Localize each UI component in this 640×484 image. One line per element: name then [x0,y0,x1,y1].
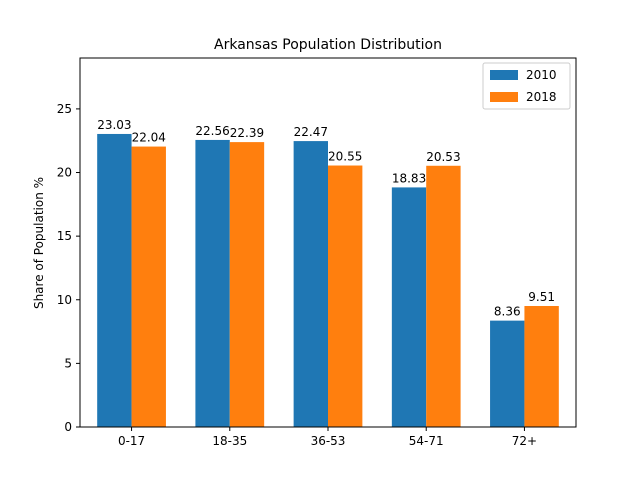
chart-title: Arkansas Population Distribution [214,37,442,53]
legend-swatch-2010 [490,70,518,80]
y-tick-label: 25 [57,102,72,116]
bar-value-label: 22.04 [132,131,166,145]
bar-value-label: 20.53 [426,150,460,164]
bar-2018-72+ [524,305,559,427]
bar-value-label: 22.47 [294,125,328,139]
x-tick-label: 54-71 [409,434,444,448]
bar-2010-0-17 [97,133,132,427]
legend-label-2010: 2010 [526,68,557,82]
x-tick-label: 0-17 [118,434,145,448]
bar-2010-18-35 [195,139,230,427]
bar-value-label: 8.36 [494,305,521,319]
bar-2010-54-71 [391,187,427,427]
bar-2010-72+ [490,320,525,427]
bar-2018-54-71 [426,165,461,428]
bar-2018-0-17 [131,146,166,427]
y-axis-label: Share of Population % [32,177,46,309]
x-tick-label: 36-53 [311,434,346,448]
bar-value-label: 20.55 [328,150,362,164]
bars-layer: 23.03 22.56 22.47 18.83 8.36 22.04 22.39 20.55 2… [97,118,559,428]
legend-swatch-2018 [490,92,518,102]
bar-value-label: 9.51 [528,290,555,304]
y-tick-label: 20 [57,166,72,180]
legend-label-2018: 2018 [526,90,557,104]
y-tick-label: 10 [57,293,72,307]
bar-2018-18-35 [229,142,265,427]
bar-value-label: 22.39 [230,126,264,140]
y-tick-label: 5 [64,356,72,370]
axes-layer: 0 5 10 15 20 25 0-17 18-35 36-53 54-71 72+ [57,57,577,448]
legend[interactable]: 2010 2018 [482,62,571,110]
x-tick-label: 72+ [512,434,537,448]
y-tick-label: 15 [57,229,72,243]
bar-2010-36-53 [293,141,328,427]
bar-value-label: 22.56 [195,124,229,138]
bar-2018-36-53 [328,165,363,427]
bar-value-label: 18.83 [392,171,426,185]
bar-value-label: 23.03 [97,118,131,132]
x-tick-label: 18-35 [212,434,247,448]
y-tick-label: 0 [64,420,72,434]
